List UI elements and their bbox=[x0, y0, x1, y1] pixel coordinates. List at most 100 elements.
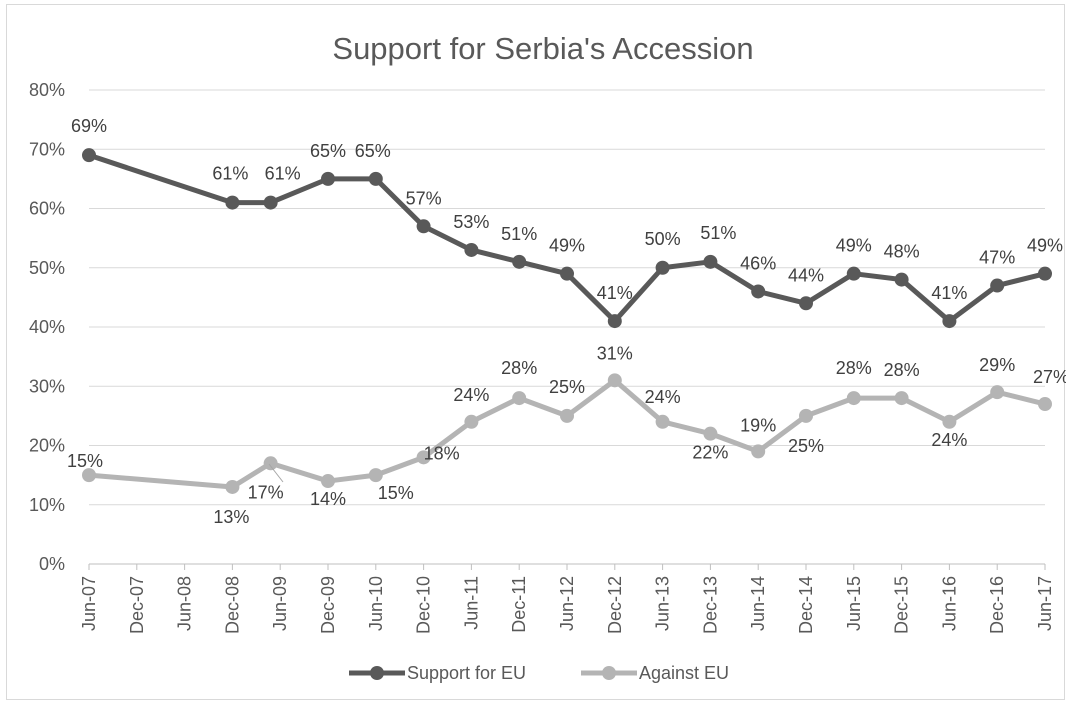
data-label: 61% bbox=[265, 164, 301, 184]
data-point bbox=[846, 266, 861, 281]
data-point bbox=[703, 254, 718, 269]
data-point bbox=[990, 278, 1005, 293]
data-point bbox=[82, 148, 96, 163]
data-label: 41% bbox=[931, 283, 967, 303]
legend-label: Against EU bbox=[639, 663, 729, 683]
x-tick-label: Jun-17 bbox=[1035, 576, 1055, 631]
data-label: 24% bbox=[645, 387, 681, 407]
data-point bbox=[321, 474, 335, 489]
data-label: 46% bbox=[740, 253, 776, 273]
data-point bbox=[1038, 266, 1052, 281]
x-tick-label: Jun-07 bbox=[79, 576, 99, 631]
data-point bbox=[990, 385, 1005, 400]
x-tick-label: Dec-16 bbox=[987, 576, 1007, 634]
data-label: 17% bbox=[248, 482, 284, 502]
data-point bbox=[942, 414, 957, 429]
data-label: 24% bbox=[931, 430, 967, 450]
data-label: 29% bbox=[979, 355, 1015, 375]
data-label: 41% bbox=[597, 283, 633, 303]
data-label: 19% bbox=[740, 415, 776, 435]
data-point bbox=[751, 284, 766, 299]
data-point bbox=[607, 314, 622, 329]
data-label: 51% bbox=[700, 223, 736, 243]
x-tick-label: Dec-12 bbox=[605, 576, 625, 634]
data-label: 53% bbox=[453, 212, 489, 232]
x-tick-label: Jun-16 bbox=[939, 576, 959, 631]
data-label: 69% bbox=[71, 116, 107, 136]
data-label: 47% bbox=[979, 248, 1015, 268]
data-label: 48% bbox=[884, 242, 920, 262]
label-leader-line bbox=[268, 463, 284, 483]
data-point bbox=[1038, 397, 1052, 412]
data-label: 65% bbox=[310, 141, 346, 161]
data-label: 14% bbox=[310, 489, 346, 509]
data-point bbox=[703, 426, 718, 441]
data-label: 50% bbox=[645, 229, 681, 249]
data-label: 28% bbox=[836, 358, 872, 378]
x-tick-label: Dec-14 bbox=[796, 576, 816, 634]
data-label: 27% bbox=[1033, 367, 1066, 387]
line-chart: Support for Serbia's Accession 0% 10% 20% 3… bbox=[29, 31, 1066, 683]
x-tick-label: Dec-11 bbox=[509, 576, 529, 633]
data-label: 51% bbox=[501, 224, 537, 244]
data-point bbox=[321, 171, 335, 186]
x-tick-label: Dec-07 bbox=[127, 576, 147, 634]
chart-frame: Support for Serbia's Accession 0% 10% 20% 3… bbox=[6, 4, 1066, 700]
data-label: 28% bbox=[501, 358, 537, 378]
data-label: 15% bbox=[378, 483, 414, 503]
data-point bbox=[655, 414, 670, 429]
y-tick-label: 40% bbox=[29, 317, 65, 337]
data-point bbox=[607, 373, 622, 388]
data-point bbox=[846, 391, 861, 406]
data-point bbox=[512, 391, 527, 406]
x-tick-label: Dec-15 bbox=[892, 576, 912, 634]
data-point bbox=[751, 444, 766, 459]
data-label: 31% bbox=[597, 343, 633, 363]
data-point bbox=[263, 456, 278, 471]
series-layer bbox=[82, 148, 1052, 494]
data-label: 49% bbox=[549, 236, 585, 256]
data-label: 15% bbox=[67, 451, 103, 471]
x-tick-label: Jun-14 bbox=[748, 576, 768, 631]
data-point bbox=[263, 195, 278, 210]
y-tick-label: 30% bbox=[29, 376, 65, 396]
data-label: 44% bbox=[788, 265, 824, 285]
x-tick-label: Jun-12 bbox=[557, 576, 577, 631]
data-point bbox=[416, 450, 431, 465]
x-tick-label: Jun-08 bbox=[175, 576, 195, 631]
x-tick-label: Dec-09 bbox=[318, 576, 338, 634]
x-tick-label: Jun-11 bbox=[461, 576, 481, 630]
x-tick-label: Dec-10 bbox=[414, 576, 434, 634]
y-tick-label: 70% bbox=[29, 139, 65, 159]
y-tick-label: 20% bbox=[29, 436, 65, 456]
data-label: 22% bbox=[692, 443, 728, 463]
data-label: 28% bbox=[884, 360, 920, 380]
y-tick-label: 10% bbox=[29, 495, 65, 515]
data-point bbox=[560, 408, 574, 423]
data-point bbox=[368, 171, 383, 186]
data-label: 57% bbox=[406, 188, 442, 208]
x-tick-label: Jun-10 bbox=[366, 576, 386, 631]
x-tick-label: Jun-13 bbox=[653, 576, 673, 631]
data-point bbox=[655, 260, 670, 275]
x-tick-label: Dec-13 bbox=[700, 576, 720, 634]
y-axis-ticks: 0% 10% 20% 30% 40% 50% 60% 70% 80% bbox=[29, 80, 65, 574]
legend: Support for EU Against EU bbox=[349, 663, 729, 683]
data-point bbox=[894, 272, 909, 287]
y-tick-label: 0% bbox=[39, 554, 65, 574]
data-point bbox=[368, 468, 383, 483]
x-tick-label: Jun-09 bbox=[270, 576, 290, 631]
data-label: 25% bbox=[788, 436, 824, 456]
data-point bbox=[225, 479, 240, 494]
data-label: 13% bbox=[213, 507, 249, 527]
x-axis-ticks: Jun-07 Dec-07 Jun-08 Dec-08 Jun-09 Dec-09 Jun-… bbox=[79, 564, 1055, 634]
data-point bbox=[560, 266, 574, 281]
series-support-for-eu bbox=[82, 148, 1052, 329]
data-point bbox=[416, 219, 431, 234]
data-label: 24% bbox=[453, 385, 489, 405]
data-point bbox=[799, 296, 813, 311]
x-tick-label: Jun-15 bbox=[844, 576, 864, 631]
data-point bbox=[464, 414, 479, 429]
legend-swatch-marker bbox=[370, 666, 384, 680]
data-point bbox=[512, 254, 527, 269]
